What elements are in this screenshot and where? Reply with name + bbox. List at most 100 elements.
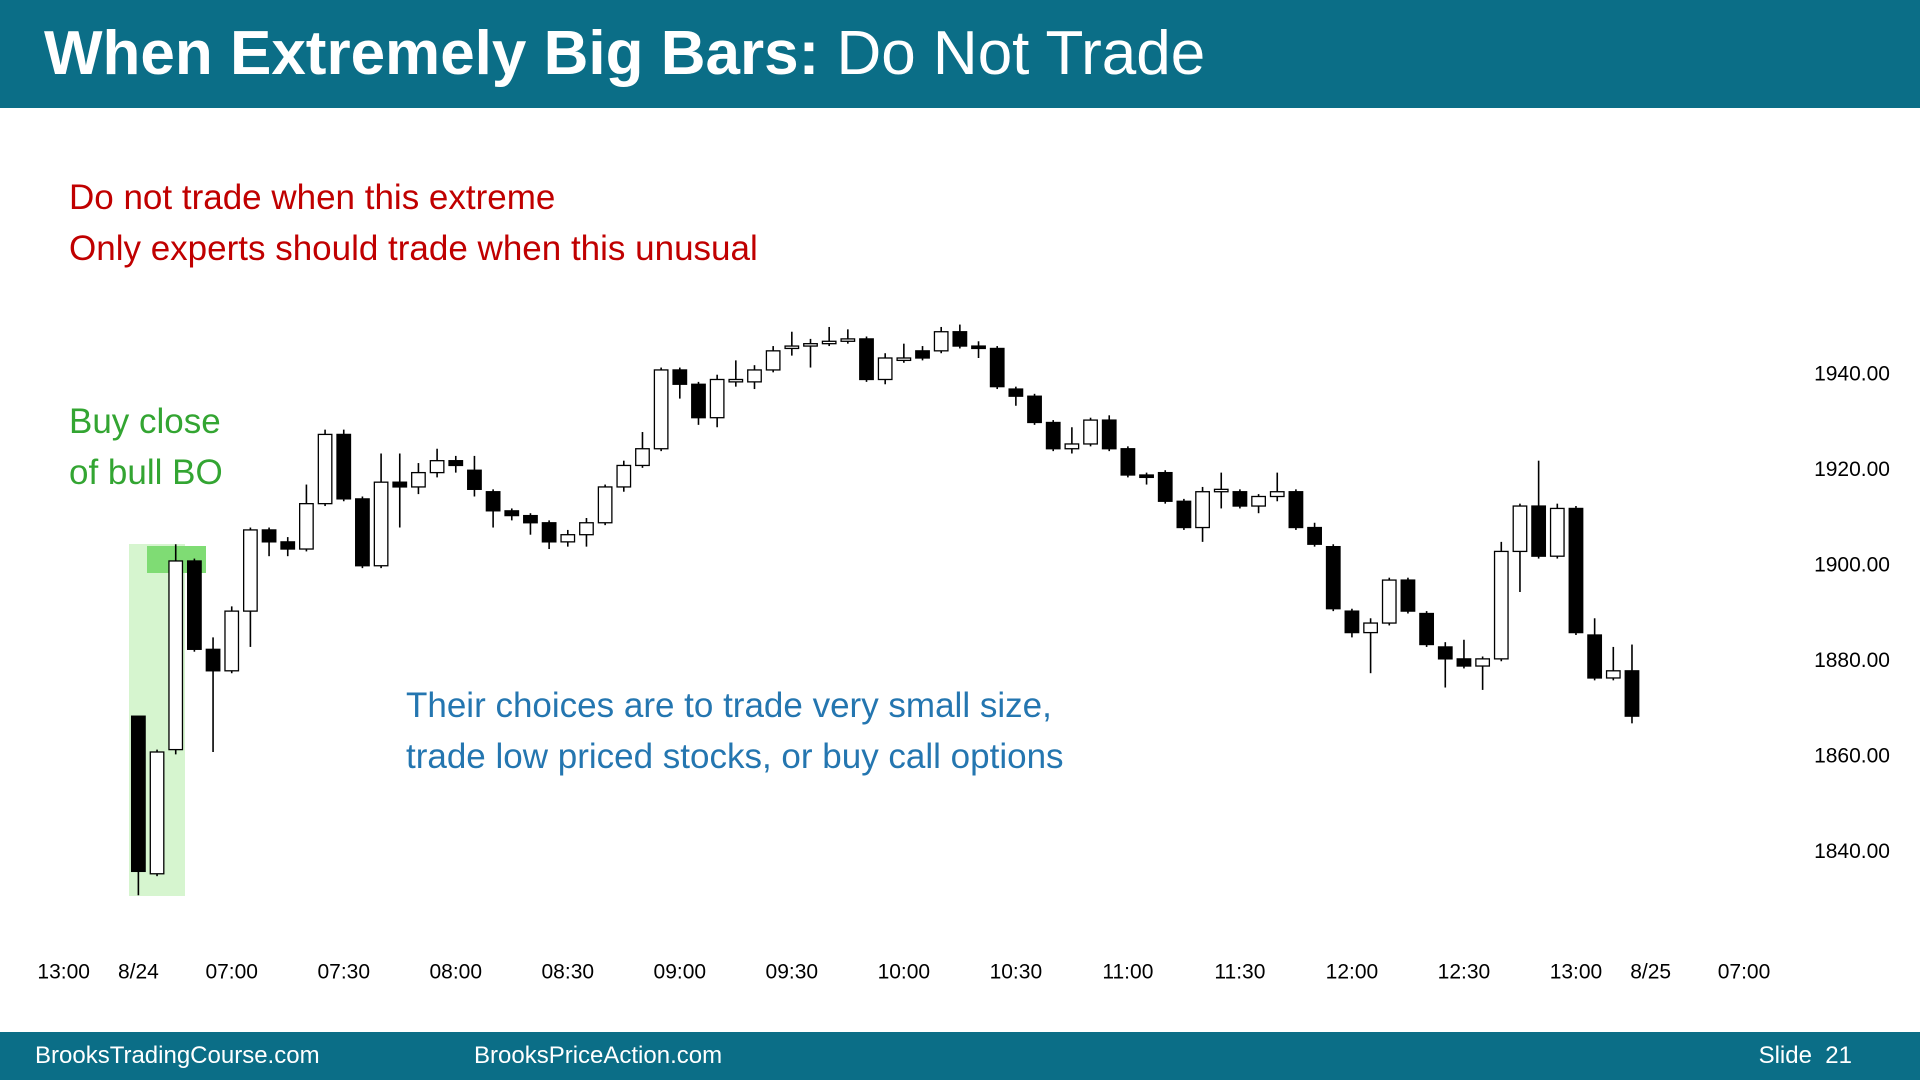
x-tick-label: 07:00 xyxy=(1718,961,1771,984)
x-tick-label: 07:00 xyxy=(205,961,258,984)
x-tick-label: 09:00 xyxy=(654,961,707,984)
candle-body xyxy=(280,541,296,550)
x-tick-label: 12:30 xyxy=(1438,961,1491,984)
candle-body xyxy=(709,378,725,419)
x-tick-label: 09:30 xyxy=(766,961,819,984)
note-red: Do not trade when this extreme Only exper… xyxy=(69,172,758,274)
candle-body xyxy=(1437,646,1453,660)
candle-body xyxy=(467,469,482,490)
candle-body xyxy=(859,338,874,381)
note-line: Only experts should trade when this unus… xyxy=(69,229,758,268)
x-tick-label: 11:30 xyxy=(1214,961,1265,984)
footer-left: BrooksTradingCourse.com xyxy=(35,1042,320,1069)
y-tick-label: 1900.00 xyxy=(1814,553,1890,576)
candle-body xyxy=(523,514,538,524)
footer-middle: BrooksPriceAction.com xyxy=(474,1042,723,1069)
note-green: Buy close of bull BO xyxy=(69,396,223,498)
candle-body xyxy=(877,357,893,381)
candle-body xyxy=(971,345,986,350)
candle-body xyxy=(1176,500,1192,529)
y-tick-label: 1860.00 xyxy=(1814,744,1890,767)
candle-body xyxy=(186,560,202,650)
title: When Extremely Big Bars: Do Not Trade xyxy=(44,18,1205,90)
footer-right: Slide 21 xyxy=(1758,1042,1852,1069)
candle-body xyxy=(149,751,165,875)
candle-body xyxy=(1605,670,1621,679)
candle-body xyxy=(242,529,258,612)
candle-body xyxy=(1475,658,1491,667)
candle-body xyxy=(392,481,408,488)
candle-body xyxy=(429,460,445,474)
y-tick-label: 1880.00 xyxy=(1814,649,1890,672)
candle-body xyxy=(765,350,781,371)
x-tick-label: 13:00 xyxy=(1550,961,1603,984)
candle-body xyxy=(1400,579,1416,612)
candle-body xyxy=(560,534,576,543)
candle-body xyxy=(1288,491,1304,529)
candle-body xyxy=(1568,507,1584,634)
candle-body xyxy=(840,338,856,342)
candle-body xyxy=(616,464,632,488)
note-line: Their choices are to trade very small si… xyxy=(406,686,1052,725)
note-line: Do not trade when this extreme xyxy=(69,178,556,217)
candle-body xyxy=(653,369,669,450)
candle-body xyxy=(541,522,557,543)
x-tick-label: 08:00 xyxy=(429,961,482,984)
candle-body xyxy=(1269,491,1285,498)
x-tick-label: 08:30 xyxy=(542,961,595,984)
y-tick-label: 1940.00 xyxy=(1814,362,1890,385)
note-line: Buy close xyxy=(69,402,221,441)
candle-body xyxy=(411,471,426,488)
candle-body xyxy=(1363,622,1378,634)
x-tick-label: 12:00 xyxy=(1326,961,1379,984)
candle-body xyxy=(1139,474,1154,479)
x-tick-label: 8/24 xyxy=(118,961,159,984)
candle-body xyxy=(1101,419,1117,450)
candle-body xyxy=(1512,505,1528,553)
candle-body xyxy=(803,343,818,347)
candle-body xyxy=(952,331,968,347)
candle-body xyxy=(224,610,240,672)
y-tick-label: 1840.00 xyxy=(1814,840,1890,863)
candle-body xyxy=(1549,507,1565,557)
candle-body xyxy=(355,498,370,567)
candle-body xyxy=(373,481,389,567)
candle-body xyxy=(1027,395,1042,424)
candle-body xyxy=(1307,526,1322,545)
x-tick-label: 10:00 xyxy=(878,961,931,984)
candle-body xyxy=(317,433,333,505)
candle-body xyxy=(1531,505,1547,557)
candle-body xyxy=(1493,550,1509,660)
candle-body xyxy=(1157,471,1173,502)
note-line: of bull BO xyxy=(69,453,223,492)
candle-body xyxy=(1456,658,1472,667)
note-blue: Their choices are to trade very small si… xyxy=(406,680,1064,782)
candle-body xyxy=(1064,443,1080,450)
candle-body xyxy=(1213,488,1229,493)
candle-body xyxy=(1587,634,1603,679)
candle-body xyxy=(168,560,184,751)
candle-body xyxy=(579,522,594,536)
x-tick-label: 07:30 xyxy=(317,961,370,984)
title-rest: Do Not Trade xyxy=(819,19,1206,88)
candle-body xyxy=(205,648,221,672)
candle-body xyxy=(485,491,501,512)
candle-body xyxy=(821,340,837,345)
candle-body xyxy=(747,369,762,383)
x-tick-label: 8/25 xyxy=(1630,961,1671,984)
x-tick-label: 10:30 xyxy=(990,961,1043,984)
candle-body xyxy=(989,347,1005,388)
y-tick-label: 1920.00 xyxy=(1814,458,1890,481)
header-bar: When Extremely Big Bars: Do Not Trade xyxy=(0,0,1920,108)
candle-body xyxy=(1045,421,1061,450)
candle-body xyxy=(1083,419,1098,445)
candle-body xyxy=(1325,545,1341,610)
candle-body xyxy=(915,350,930,359)
candle-body xyxy=(1120,448,1136,476)
candle-body xyxy=(691,383,706,419)
candle-body xyxy=(1008,388,1024,397)
candle-body xyxy=(784,345,800,350)
candle-body xyxy=(130,715,146,873)
